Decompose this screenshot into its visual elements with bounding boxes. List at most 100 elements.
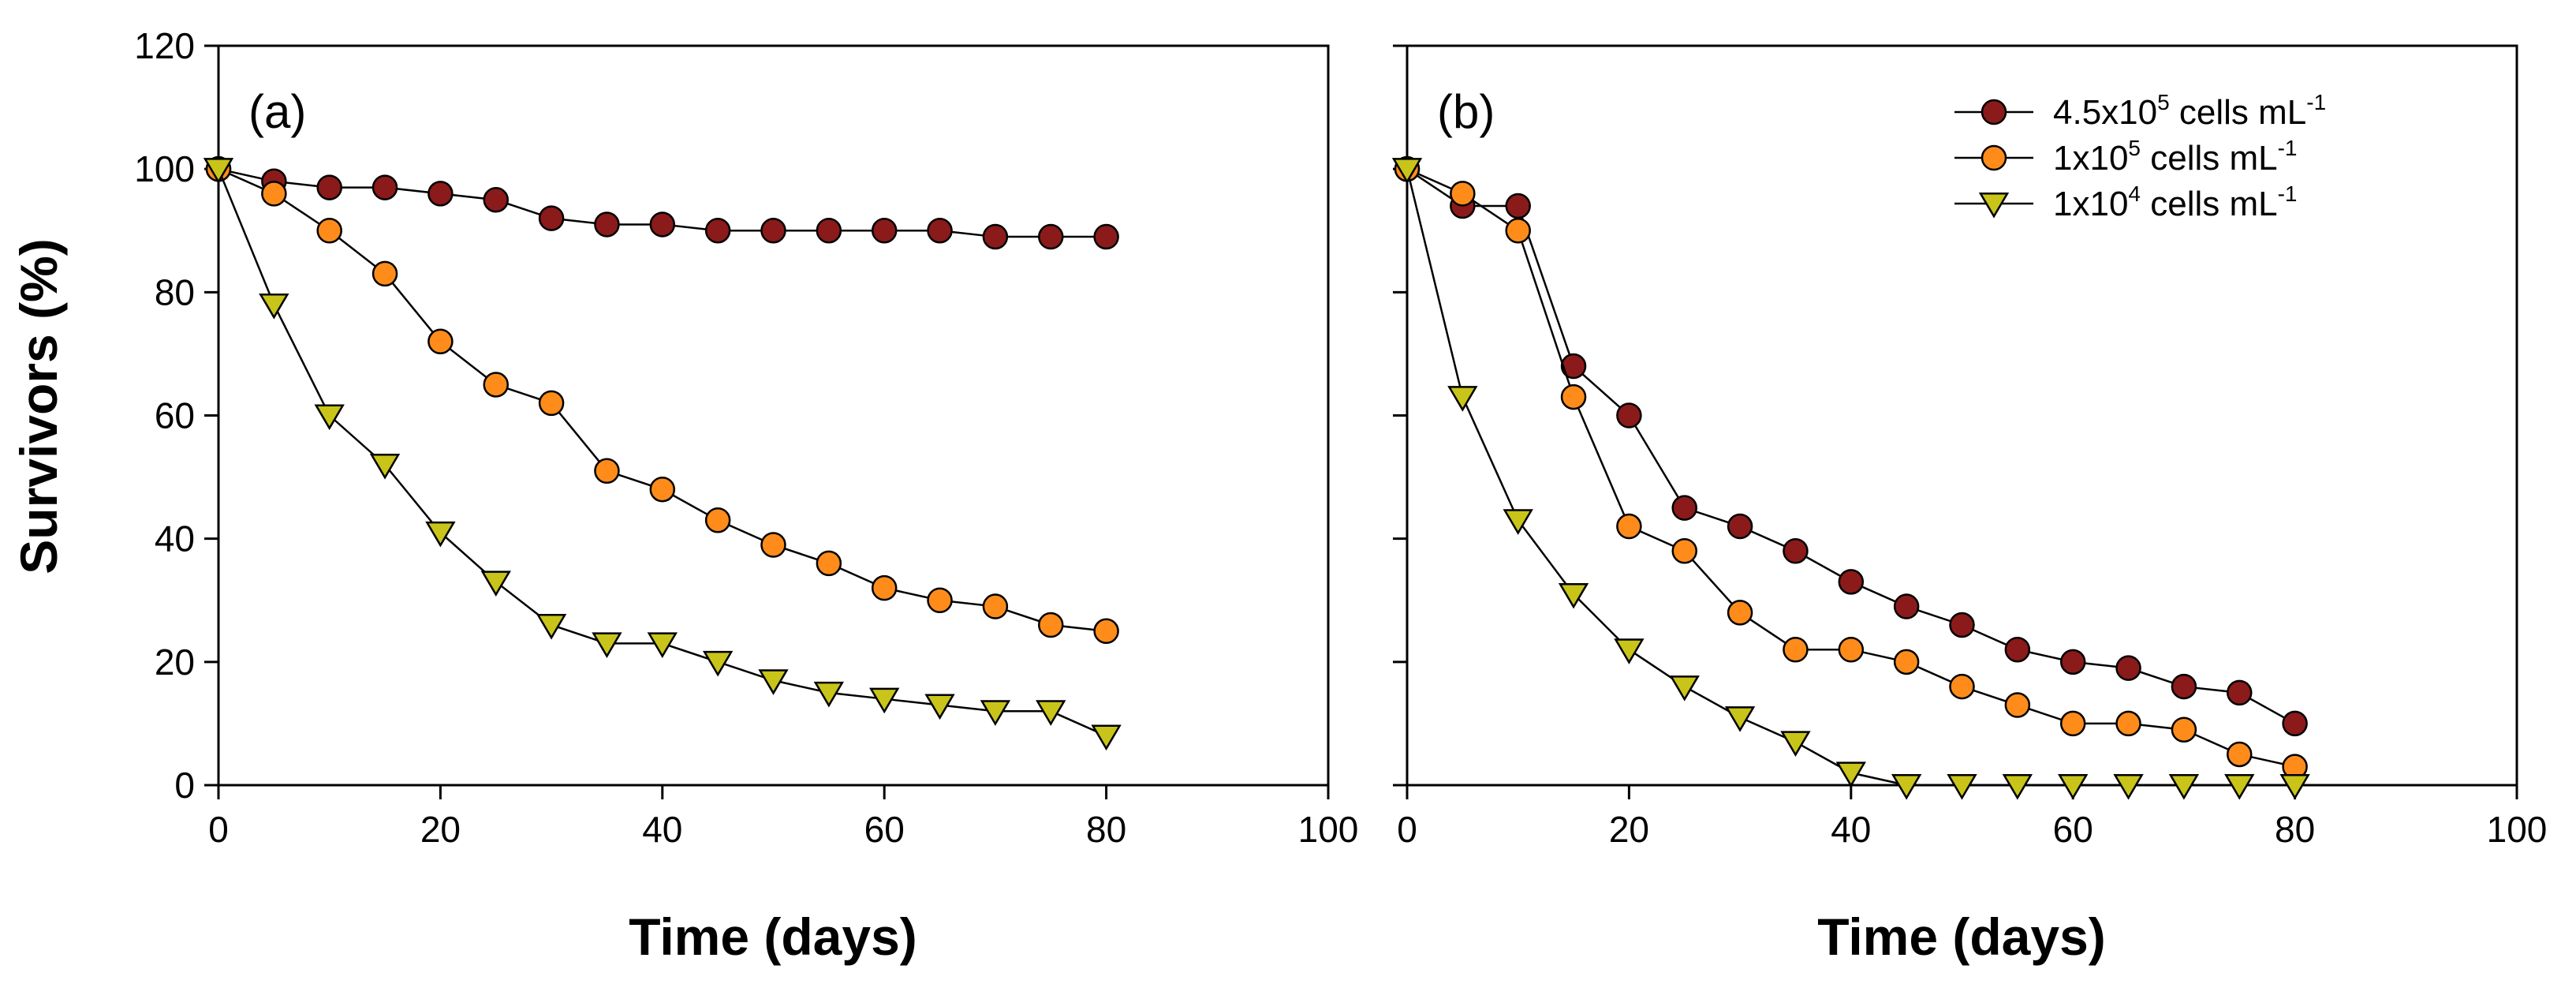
data-point-series-0 [316, 174, 342, 200]
data-point-series-0 [1727, 513, 1753, 540]
x-tick-label: 40 [1831, 809, 1871, 850]
data-point-series-2 [1091, 724, 1122, 751]
x-tick-label: 80 [1086, 809, 1126, 850]
data-point-series-0 [871, 218, 898, 244]
legend-marker [1981, 99, 2007, 125]
data-point-series-1 [649, 476, 676, 503]
data-point-series-2 [314, 404, 345, 431]
data-point-series-1 [1727, 600, 1753, 626]
data-point-series-2 [813, 681, 845, 708]
data-point-series-2 [2168, 774, 2200, 800]
data-point-series-0 [1505, 193, 1531, 219]
data-point-series-0 [2282, 710, 2308, 737]
series-line-1 [1406, 168, 2295, 768]
data-point-series-0 [2115, 655, 2141, 681]
data-point-series-2 [1614, 638, 1645, 664]
data-point-series-0 [927, 218, 953, 244]
data-point-series-2 [203, 158, 234, 184]
data-point-series-2 [369, 453, 401, 480]
data-point-series-1 [1038, 612, 1064, 638]
data-point-series-0 [1093, 223, 1119, 250]
x-tick-label: 60 [864, 809, 905, 850]
y-tick-label: 100 [134, 148, 195, 189]
data-point-series-2 [2113, 774, 2144, 800]
data-point-series-1 [982, 593, 1009, 619]
data-point-series-0 [1783, 538, 1809, 564]
data-point-series-2 [702, 650, 734, 677]
panel-a: 0 20 40 60 80 100 120 0 20 40 60 80 100 (a) Time (d… [134, 25, 1358, 966]
data-point-series-1 [2059, 710, 2086, 737]
data-point-series-2 [1724, 706, 1756, 732]
data-point-series-0 [2227, 679, 2253, 706]
data-point-series-1 [316, 218, 342, 244]
data-point-series-1 [704, 507, 731, 533]
data-point-series-0 [483, 186, 509, 213]
panel-a-label: (a) [248, 85, 306, 138]
data-point-series-0 [1671, 495, 1697, 521]
data-point-series-0 [1560, 353, 1587, 380]
data-point-series-0 [649, 211, 676, 238]
data-point-series-2 [1391, 158, 1423, 184]
data-point-series-2 [1780, 731, 1811, 757]
data-point-series-2 [1036, 700, 1066, 726]
legend-entry-label: 1x105 cells mL-1 [2053, 136, 2298, 178]
legend-entry-label: 1x104 cells mL-1 [2053, 181, 2298, 223]
data-point-series-0 [2004, 636, 2031, 663]
data-point-series-0 [760, 218, 786, 244]
data-point-series-2 [2279, 774, 2310, 800]
data-point-series-1 [1505, 218, 1531, 244]
data-point-series-2 [425, 521, 456, 548]
x-tick-label: 80 [2275, 809, 2315, 850]
data-point-series-2 [924, 694, 955, 720]
data-point-series-2 [2058, 774, 2089, 800]
data-point-series-2 [1447, 386, 1478, 412]
x-tick-label: 0 [1397, 809, 1417, 850]
data-point-series-1 [261, 181, 287, 207]
data-point-series-0 [2171, 673, 2197, 700]
data-point-series-1 [1450, 181, 1476, 207]
x-tick-label: 100 [1298, 809, 1359, 850]
y-tick-label: 20 [155, 642, 195, 683]
data-point-series-1 [1671, 538, 1697, 564]
data-point-series-1 [1838, 636, 1865, 663]
data-point-series-1 [1616, 513, 1642, 540]
series-line-2 [1406, 168, 2295, 787]
data-point-series-2 [2224, 774, 2255, 800]
x-tick-label: 60 [2053, 809, 2093, 850]
data-point-series-1 [2171, 717, 2197, 743]
data-point-series-2 [647, 632, 678, 659]
y-tick-label: 0 [174, 765, 195, 806]
data-point-series-1 [483, 372, 509, 398]
data-point-series-1 [427, 328, 454, 355]
y-axis-title: Survivors (%) [9, 238, 68, 574]
data-point-series-1 [760, 532, 786, 558]
series-line-1 [218, 168, 1107, 633]
data-point-series-2 [1503, 509, 1533, 535]
data-point-series-1 [594, 458, 620, 485]
x-tick-label: 20 [420, 809, 461, 850]
data-point-series-2 [592, 632, 622, 659]
y-tick-label: 60 [155, 395, 195, 436]
panel-a-x-axis-title: Time (days) [629, 907, 917, 966]
data-point-series-1 [1893, 649, 1920, 675]
data-point-series-0 [538, 205, 565, 231]
data-point-series-2 [2002, 774, 2033, 800]
panel-b-x-axis-title: Time (days) [1817, 907, 2106, 966]
data-point-series-1 [816, 550, 842, 577]
data-point-series-1 [927, 587, 953, 613]
data-point-series-2 [259, 293, 289, 320]
data-point-series-2 [1947, 774, 1977, 800]
data-point-series-2 [480, 571, 511, 597]
data-point-series-1 [1093, 618, 1119, 645]
data-point-series-2 [869, 687, 900, 714]
legend-marker [1978, 193, 2010, 219]
data-point-series-1 [2227, 741, 2253, 768]
data-point-series-1 [1949, 673, 1975, 700]
data-point-series-1 [1560, 384, 1587, 410]
data-point-series-0 [427, 181, 454, 207]
x-tick-label: 20 [1609, 809, 1649, 850]
data-point-series-0 [1838, 569, 1865, 595]
data-point-series-0 [371, 174, 398, 200]
panel-b: 0 20 40 60 80 100 (b) Time (days) 4.5x105 cel… [1391, 44, 2547, 966]
